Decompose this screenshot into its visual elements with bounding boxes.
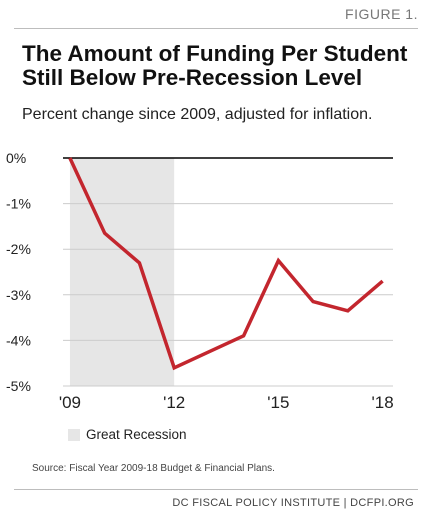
series-line — [68, 157, 384, 371]
y-tick-label: -3% — [6, 287, 31, 303]
line-chart: 0% -1% -2% -3% -4% -5% '09 '12 '15 '18 — [6, 150, 394, 412]
top-divider — [14, 28, 418, 29]
x-tick-label: '15 — [267, 393, 289, 412]
figure-label: FIGURE 1. — [345, 6, 418, 22]
source-note: Source: Fiscal Year 2009-18 Budget & Fin… — [32, 463, 275, 474]
legend-label-recession: Great Recession — [86, 427, 187, 442]
x-tick-label: '12 — [163, 393, 185, 412]
chart-title-line-1: The Amount of Funding Per Student — [22, 41, 408, 66]
y-tick-label: -5% — [6, 378, 31, 394]
y-tick-label: -1% — [6, 196, 31, 212]
legend: Great Recession — [68, 427, 187, 442]
credit-line: DC FISCAL POLICY INSTITUTE | DCFPI.ORG — [172, 497, 414, 509]
chart-subtitle: Percent change since 2009, adjusted for … — [22, 106, 373, 123]
x-tick-label: '09 — [59, 393, 81, 412]
legend-swatch-recession — [68, 428, 80, 441]
chart-title: The Amount of Funding Per Student Still … — [22, 42, 422, 90]
bottom-divider — [14, 489, 418, 490]
chart-title-line-2: Still Below Pre-Recession Level — [22, 65, 363, 90]
y-tick-label: -2% — [6, 241, 31, 257]
y-tick-label: -4% — [6, 332, 31, 348]
y-tick-label: 0% — [6, 150, 26, 166]
x-tick-label: '18 — [372, 393, 394, 412]
